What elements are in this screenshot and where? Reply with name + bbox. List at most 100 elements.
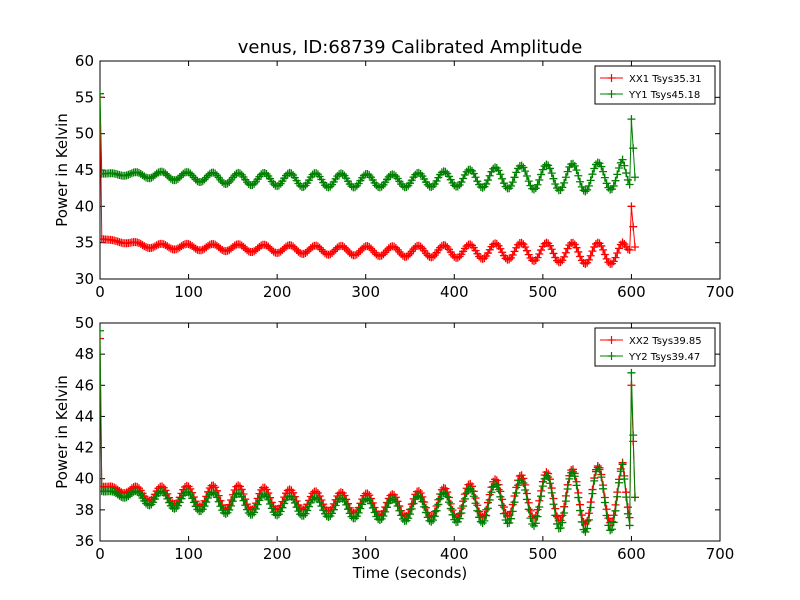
data-point [567,468,576,477]
data-point [351,183,360,192]
data-point [443,492,452,501]
data-point [521,167,530,176]
data-point [480,516,489,525]
data-point [526,514,535,523]
data-point [166,174,175,183]
x-tick-label: 700 [706,283,735,301]
data-point [602,254,611,263]
series-2 [100,326,639,536]
data-point [152,241,161,250]
data-point [218,178,227,187]
data-point [356,246,365,255]
data-point [402,183,411,192]
data-point [586,176,595,185]
data-point [623,509,632,518]
data-point [512,488,521,497]
data-point [100,334,104,343]
data-point [556,258,565,267]
y-tick-label: 44 [75,407,94,425]
data-point [235,169,244,178]
data-point [460,494,469,503]
y-tick-label: 35 [75,234,94,252]
data-point [618,460,627,469]
data-point [618,155,627,164]
data-point [404,251,413,260]
data-point [498,501,507,510]
data-point [453,182,462,191]
data-point [604,521,613,530]
data-point [375,516,384,525]
data-point [629,222,638,231]
data-point [175,173,184,182]
data-point [444,498,453,507]
data-point [535,175,544,184]
data-point [489,164,498,173]
data-point [519,479,528,488]
data-point [498,248,507,257]
data-point [290,244,299,253]
data-point [221,509,230,518]
data-point [483,504,492,513]
data-point [611,176,620,185]
data-point [533,180,542,189]
data-point [305,502,314,511]
data-point [382,246,391,255]
data-point [280,499,289,508]
data-point [436,494,445,503]
y-tick-label: 36 [75,532,94,550]
data-point [544,473,553,482]
data-point [331,501,340,510]
data-point [152,169,161,178]
data-point [574,493,583,502]
data-point [214,497,223,506]
data-point [418,497,427,506]
data-point [267,504,276,513]
data-point [459,174,468,183]
data-point [630,493,639,502]
data-point [273,511,282,520]
data-point [597,473,606,482]
data-point [186,169,195,178]
x-tick-label: 400 [440,545,469,563]
data-point [531,184,540,193]
data-point [517,238,526,247]
data-point [538,482,547,491]
data-point [512,168,521,177]
legend-marker [607,74,616,82]
data-point [602,511,611,520]
data-point [531,511,540,520]
data-point [398,515,407,524]
data-point [522,171,531,180]
data-point [586,251,595,260]
legend-entry: YY1 Tsys45.18 [628,90,700,101]
data-point [317,245,326,254]
data-point [521,486,530,495]
data-point [159,240,168,249]
data-point [535,250,544,259]
data-point [521,243,530,252]
data-point [175,498,184,507]
x-tick-label: 700 [706,545,735,563]
data-point [471,499,480,508]
data-point [545,241,554,250]
data-point [234,481,243,490]
data-point [218,245,227,254]
data-point [561,173,570,182]
data-point [427,517,436,526]
data-point [551,179,560,188]
data-point [243,505,252,514]
data-point [328,249,337,258]
data-point [600,498,609,507]
data-point [237,485,246,494]
data-point [538,165,547,174]
data-point [600,250,609,259]
x-tick-label: 0 [95,283,105,301]
data-point [553,519,562,528]
data-point [471,173,480,182]
data-point [260,490,269,499]
data-point [568,467,577,476]
data-point [510,247,519,256]
data-point [289,242,298,251]
data-point [303,247,312,256]
